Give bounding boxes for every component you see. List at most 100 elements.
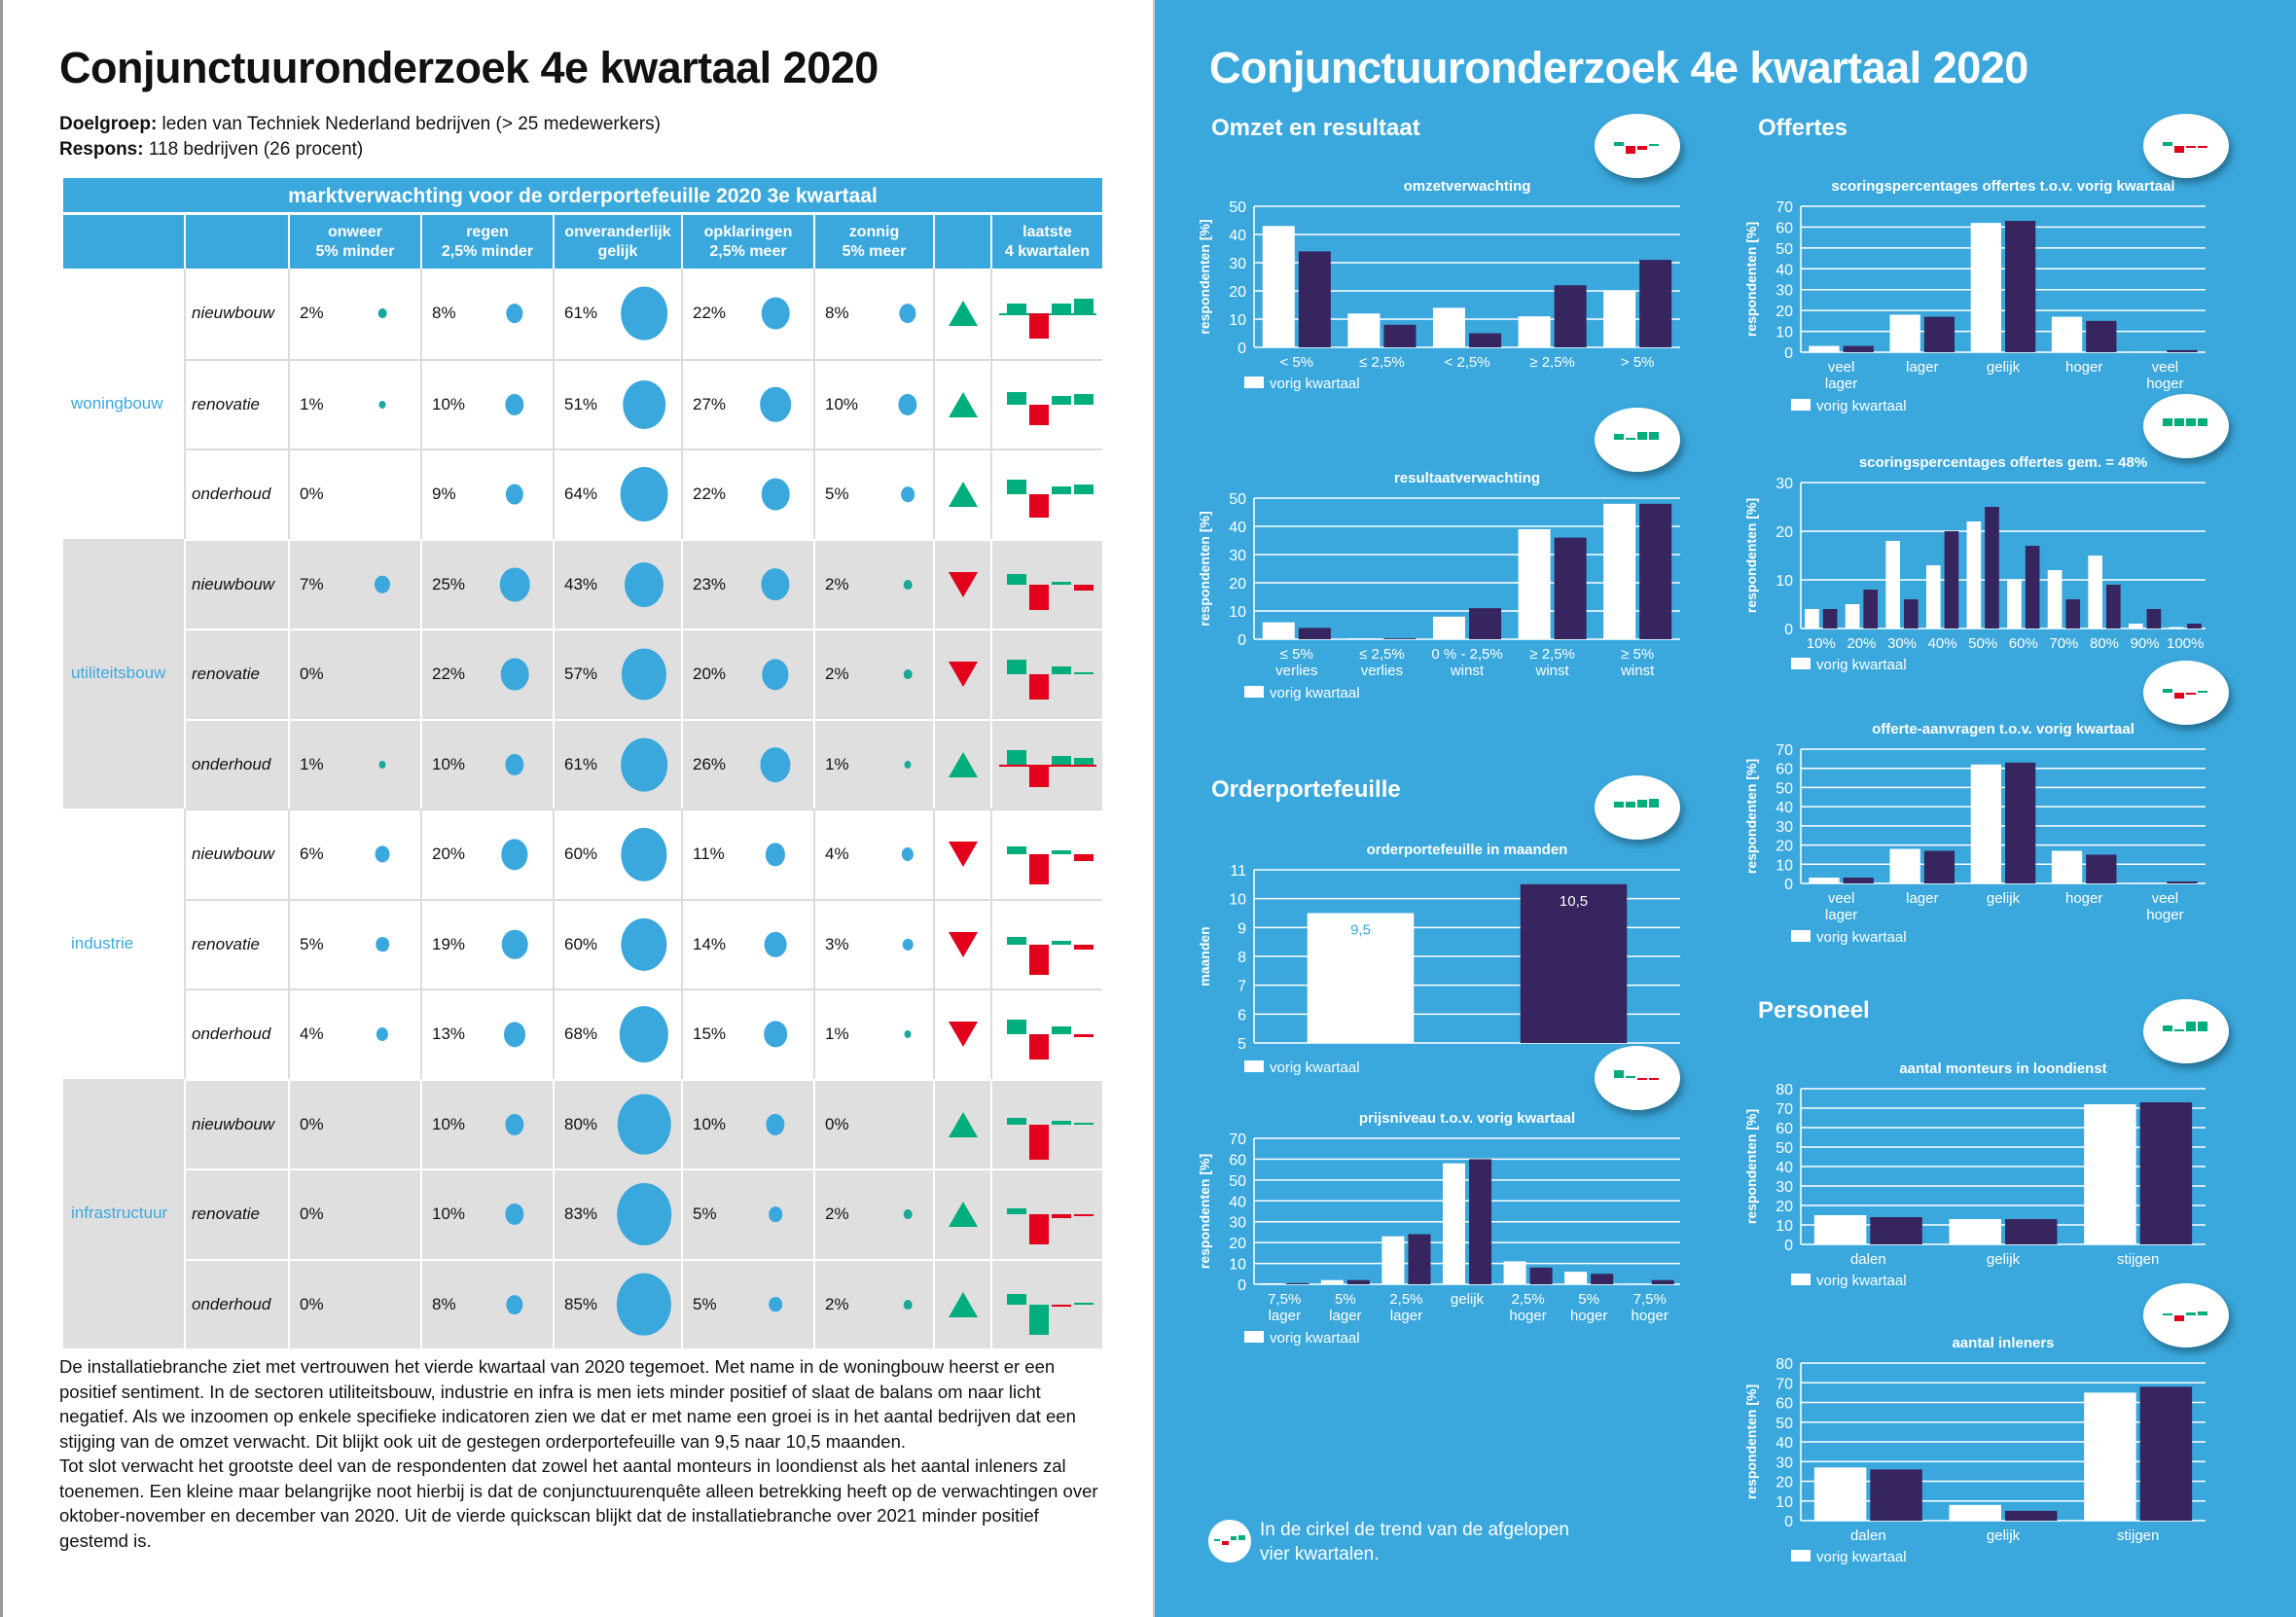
y-tick-label: 50 — [1776, 1416, 1793, 1432]
col-header-line-2: 2,5% meer — [709, 242, 787, 260]
percentage-value: 85% — [564, 1294, 598, 1313]
y-tick-label: 10 — [1776, 1494, 1793, 1511]
percentage-value: 0% — [300, 1114, 324, 1133]
legend-label: vorig kwartaal — [1270, 1060, 1360, 1076]
value-cell: 6% — [288, 810, 420, 899]
percentage-value: 10% — [432, 394, 466, 413]
value-cell: 10% — [420, 720, 553, 808]
subsector-label: nieuwbouw — [184, 810, 288, 899]
quarters-cell — [990, 1080, 1102, 1168]
sparkline-bar — [1051, 582, 1071, 585]
proportion-bubble — [769, 1206, 782, 1223]
x-tick-label: hoger — [1570, 1308, 1607, 1324]
x-tick-label: dalen — [1850, 1527, 1886, 1544]
bar-current-quarter — [1863, 590, 1879, 629]
x-tick-label: dalen — [1850, 1251, 1886, 1268]
subsector-label: onderhoud — [184, 1260, 288, 1348]
quarter-trend-sparkline — [999, 380, 1096, 429]
quarter-trend-sparkline — [999, 1010, 1096, 1060]
chart-title: aantal inleners — [1952, 1335, 2054, 1351]
bar-previous-quarter — [1603, 291, 1636, 347]
bar-current-quarter — [1346, 1279, 1370, 1284]
x-tick-label: ≤ 2,5% — [1359, 354, 1405, 371]
proportion-bubble — [376, 1027, 389, 1042]
percentage-value: 43% — [564, 574, 598, 593]
quarters-cell — [990, 810, 1102, 899]
bar-current-quarter — [1985, 507, 1999, 629]
percentage-value: 68% — [564, 1024, 598, 1044]
x-tick-label: lager — [1906, 359, 1938, 376]
y-tick-label: 40 — [1776, 262, 1793, 278]
quarters-cell — [990, 450, 1102, 539]
sparkline-bar — [1051, 850, 1071, 855]
x-tick-label: gelijk — [1987, 359, 2021, 376]
y-tick-label: 20 — [1776, 1475, 1793, 1491]
value-cell: 4% — [288, 990, 420, 1079]
percentage-value: 23% — [693, 574, 727, 593]
percentage-value: 57% — [564, 665, 598, 684]
bar-previous-quarter — [2047, 570, 2063, 629]
proportion-bubble — [621, 737, 667, 792]
trend-circle — [2143, 114, 2229, 178]
proportion-bubble — [765, 843, 786, 866]
value-cell: 5% — [681, 1260, 813, 1348]
percentage-value: 22% — [432, 665, 466, 684]
table-row: onderhoud 0% 8% 85% 5% 2% — [184, 1258, 1102, 1348]
bar-current-quarter — [1870, 1217, 1922, 1244]
y-tick-label: 70 — [1776, 1376, 1793, 1392]
value-cell: 0% — [288, 450, 420, 539]
trend-cell — [933, 1260, 990, 1348]
proportion-bubble — [903, 669, 913, 680]
trend-legend-circle — [1208, 1520, 1251, 1563]
value-cell: 68% — [553, 990, 681, 1079]
bar-previous-quarter — [1518, 528, 1551, 639]
bar-previous-quarter — [2169, 627, 2184, 629]
triangle-down-icon — [948, 842, 978, 868]
chart-title: aantal monteurs in loondienst — [1899, 1060, 2106, 1077]
value-cell: 2% — [813, 1170, 933, 1259]
quarter-trend-sparkline — [999, 1280, 1096, 1335]
table-group-infrastructuur: infrastructuur nieuwbouw 0% 10% 80% 10% 0% reno… — [63, 1078, 1102, 1348]
x-tick-label: veel — [1828, 359, 1855, 376]
y-tick-label: 9 — [1238, 920, 1246, 937]
y-tick-label: 0 — [1784, 622, 1793, 638]
y-tick-label: 60 — [1776, 220, 1793, 236]
y-tick-label: 10 — [1776, 857, 1793, 874]
bar-current-quarter — [2086, 320, 2117, 352]
x-tick-label: > 5% — [1621, 354, 1655, 371]
bar-previous-quarter — [1966, 521, 1982, 629]
trend-bar — [1637, 800, 1647, 808]
x-tick-label: 100% — [2167, 635, 2204, 652]
proportion-bubble — [902, 938, 914, 951]
percentage-value: 20% — [693, 665, 727, 684]
page-title: Conjunctuuronderzoek 4e kwartaal 2020 — [59, 43, 879, 92]
sparkline-bar — [1028, 584, 1049, 610]
trend-bar — [1649, 1078, 1659, 1080]
trend-bar — [2174, 1315, 2184, 1322]
proportion-bubble — [899, 304, 916, 324]
value-cell: 15% — [681, 990, 813, 1079]
sparkline-bar — [1073, 854, 1094, 861]
percentage-value: 80% — [564, 1114, 598, 1133]
bar-previous-quarter — [1805, 609, 1819, 629]
trend-legend-note: In de cirkel de trend van de afgelopen v… — [1260, 1518, 1569, 1566]
x-tick-label: gelijk — [1987, 1251, 2021, 1268]
quarter-trend-sparkline — [999, 1190, 1096, 1245]
quarters-cell — [990, 900, 1102, 988]
quarters-cell — [990, 1170, 1102, 1259]
y-axis-label: respondenten [%] — [1197, 1154, 1212, 1269]
bar-current-quarter — [2146, 609, 2162, 629]
table-row: renovatie 5% 19% 60% 14% 3% — [184, 898, 1102, 988]
percentage-value: 61% — [564, 754, 598, 773]
bar-previous-quarter — [2084, 1104, 2136, 1244]
proportion-bubble — [903, 1209, 913, 1220]
bar-current-quarter — [1843, 345, 1874, 352]
percentage-value: 4% — [825, 844, 849, 864]
y-tick-label: 70 — [1776, 1101, 1793, 1118]
trend-bar — [1637, 431, 1647, 440]
bar-current-quarter — [1843, 878, 1874, 883]
table-row: nieuwbouw 0% 10% 80% 10% 0% — [184, 1078, 1102, 1168]
triangle-down-icon — [948, 931, 978, 957]
chart-svg: prijsniveau t.o.v. vorig kwartaal 0 10 20 30… — [1197, 1110, 1680, 1347]
subsector-label: renovatie — [184, 630, 288, 719]
